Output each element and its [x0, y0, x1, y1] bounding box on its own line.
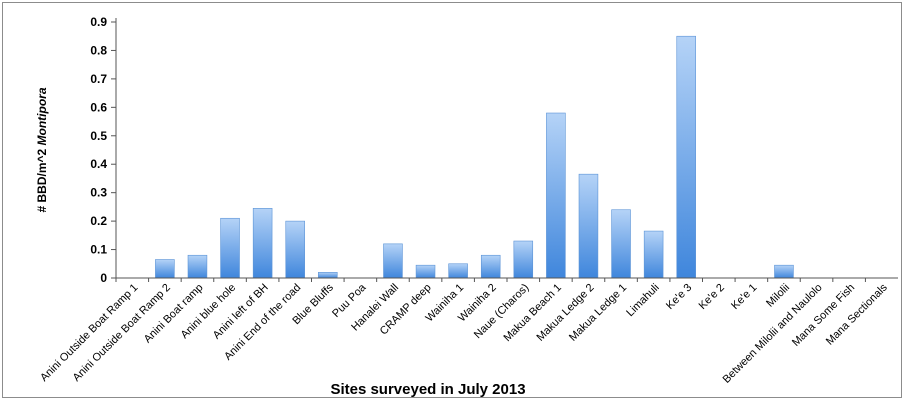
y-tick-label: 0.3	[90, 186, 107, 200]
bar	[220, 217, 240, 279]
y-tick-label: 0.8	[90, 43, 107, 57]
bar	[480, 254, 501, 279]
y-axis-title-italic: Montipora	[35, 87, 49, 145]
x-category-label: Makua Ledge 2	[534, 282, 596, 344]
x-category-label: Ke'e 2	[697, 282, 727, 312]
bar	[252, 208, 273, 279]
bar	[187, 254, 208, 279]
chart-frame	[2, 2, 902, 398]
bar	[448, 263, 468, 279]
x-category-label: Ke'e 3	[664, 282, 694, 312]
y-tick-label: 0.1	[90, 243, 107, 257]
x-category-label: Makua Ledge 1	[567, 282, 629, 344]
bar	[643, 230, 664, 279]
y-tick-label: 0.2	[90, 214, 107, 228]
bars	[155, 35, 794, 279]
y-tick-label: 0.4	[90, 157, 107, 171]
bar	[611, 209, 631, 279]
bar	[774, 264, 794, 279]
bar	[155, 259, 175, 279]
y-axis-title-prefix: # BBD/m^2	[35, 145, 49, 212]
x-category-label: Ke'e 1	[729, 282, 759, 312]
bar	[318, 272, 338, 279]
bar	[383, 243, 403, 279]
x-axis-title: Sites surveyed in July 2013	[330, 381, 525, 398]
bar	[578, 173, 599, 279]
y-axis-title-group: # BBD/m^2 Montipora	[35, 87, 49, 212]
x-category-label: Limahuli	[624, 282, 661, 319]
bar	[676, 35, 696, 279]
y-tick-label: 0	[100, 271, 107, 285]
bar	[546, 112, 566, 279]
bar	[285, 220, 305, 279]
y-tick-label: 0.9	[90, 15, 107, 29]
y-tick-label: 0.7	[90, 72, 107, 86]
bar	[513, 240, 534, 279]
y-tick-label: 0.5	[90, 129, 107, 143]
y-axis-title: # BBD/m^2 Montipora	[35, 87, 49, 212]
x-category-label: Anini Boat ramp	[142, 282, 206, 346]
x-category-label: Makua Beach 1	[501, 282, 564, 345]
y-axis: 0 0.1 0.2 0.3 0.4 0.5 0.6 0.7 0.8 0.9	[90, 15, 116, 285]
x-category-label: Mana Sectionals	[824, 281, 890, 347]
x-category-label: Milolii	[764, 282, 792, 310]
bar	[415, 264, 436, 279]
y-tick-label: 0.6	[90, 100, 107, 114]
